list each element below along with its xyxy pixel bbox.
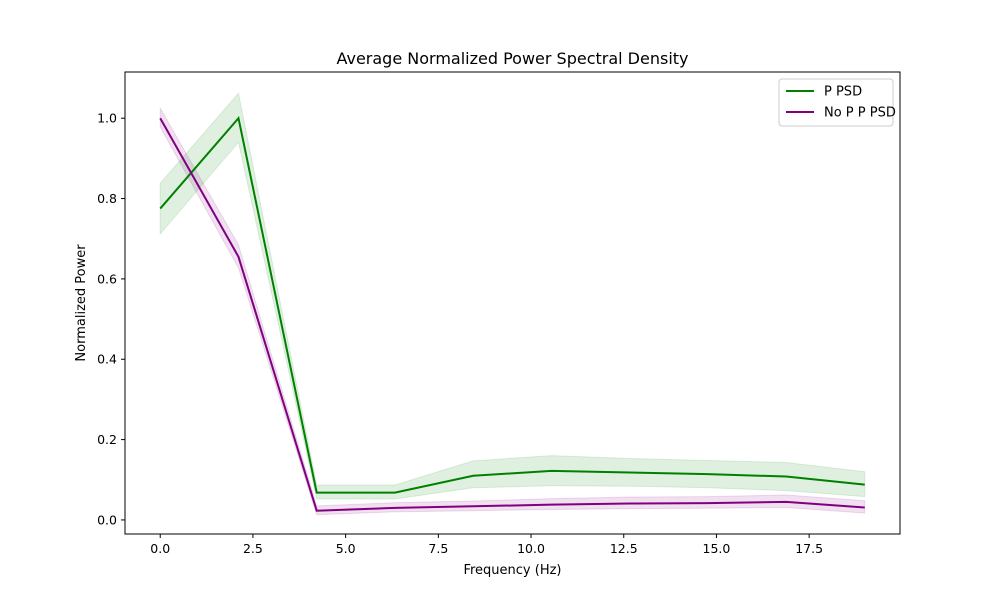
y-tick-label: 0.2 [97,432,117,447]
plot-frame [124,71,901,535]
y-tick-label: 0.0 [97,512,117,527]
legend: P PSD No P P PSD [778,78,896,127]
x-tick-label: 5.0 [336,541,356,556]
x-axis-label: Frequency (Hz) [463,563,561,578]
y-tick-label: 1.0 [97,111,117,126]
y-tick-label: 0.4 [97,352,117,367]
legend-label-p-psd: P PSD [824,85,862,100]
x-tick-label: 2.5 [243,541,263,556]
confidence-bands [159,92,866,516]
no-p-p-psd-confidence-band [159,106,866,516]
x-axis-ticks: 0.0 2.5 5.0 7.5 10.0 12.5 15.0 17.5 [150,534,823,556]
x-tick-label: 17.5 [795,541,823,556]
series-lines [159,116,865,512]
y-axis-ticks: 0.0 0.2 0.4 0.6 0.8 1.0 [97,111,125,527]
no-p-p-psd-line [159,117,865,512]
y-tick-label: 0.8 [97,191,117,206]
x-tick-label: 0.0 [150,541,170,556]
x-tick-label: 10.0 [517,541,545,556]
p-psd-confidence-band [159,92,866,500]
y-tick-label: 0.6 [97,271,117,286]
x-tick-label: 15.0 [703,541,731,556]
x-tick-label: 7.5 [428,541,448,556]
p-psd-line [159,116,865,494]
legend-label-no-p-psd: No P P PSD [824,106,896,121]
y-axis-label: Normalized Power [74,244,89,362]
x-tick-label: 12.5 [610,541,638,556]
chart-title: Average Normalized Power Spectral Densit… [336,49,688,68]
